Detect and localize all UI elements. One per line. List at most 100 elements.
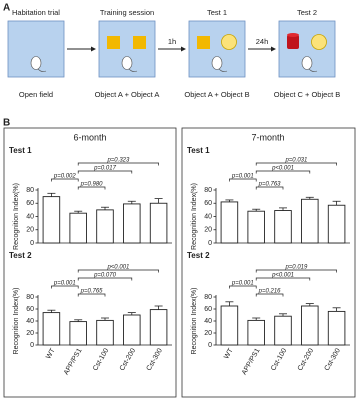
x-tick-label: Cst-300	[146, 347, 164, 372]
y-tick-label: 20	[204, 227, 212, 234]
bar	[123, 203, 141, 244]
x-tick-label: APP/PS1	[241, 347, 262, 376]
mouse-tail	[308, 68, 318, 72]
object-a	[133, 36, 146, 49]
bar	[123, 314, 141, 346]
y-tick-label: 80	[26, 294, 34, 301]
stage-caption: Object A + Object B	[184, 90, 249, 99]
y-axis-label: Recognition Index(%)	[13, 288, 20, 355]
bar	[220, 305, 239, 346]
stage-title: Training session	[100, 8, 154, 17]
y-tick-label: 60	[204, 306, 212, 313]
p-value: p=0.017	[93, 166, 117, 172]
chart-title: Test 1	[9, 146, 32, 155]
y-tick-label: 0	[208, 342, 212, 349]
bar	[247, 210, 265, 244]
significance-bracket	[255, 162, 337, 166]
stage-title: Test 1	[207, 8, 227, 17]
p-value: p=0.323	[106, 158, 130, 164]
bar	[96, 319, 114, 346]
bar	[69, 321, 87, 346]
group-title: 6-month	[73, 132, 106, 142]
y-tick-label: 60	[204, 200, 212, 207]
bar	[327, 310, 346, 346]
p-value: p=0.002	[53, 174, 77, 180]
p-value: p=0.019	[284, 265, 308, 271]
interval: 1h	[168, 37, 176, 46]
p-value: p<0.001	[106, 265, 129, 271]
p-value: p=0.765	[80, 289, 104, 295]
significance-bracket	[51, 178, 79, 182]
p-value: p=0.980	[80, 182, 104, 188]
significance-bracket	[255, 277, 311, 281]
chart-title: Test 2	[9, 251, 32, 260]
y-tick-label: 60	[26, 200, 34, 207]
interval: 24h	[256, 37, 269, 46]
stage-caption: Object A + Object A	[95, 90, 160, 99]
x-tick-label: Cst-100	[270, 347, 288, 372]
y-tick-label: 80	[204, 187, 212, 194]
y-tick-label: 80	[204, 294, 212, 301]
mouse	[211, 56, 223, 70]
y-axis-label: Recognition Index(%)	[191, 183, 198, 250]
y-tick-label: 20	[204, 330, 212, 337]
p-value: p=0.001	[231, 174, 254, 180]
bar	[274, 210, 292, 244]
p-value: p=0.001	[231, 281, 254, 287]
p-value: p<0.001	[271, 166, 294, 172]
x-tick-label: Cst-200	[297, 347, 315, 372]
significance-bracket	[229, 178, 257, 182]
stage-caption: Object C + Object B	[274, 90, 341, 99]
bar	[149, 202, 168, 244]
x-tick-label: WT	[45, 347, 57, 361]
bar	[42, 196, 61, 244]
significance-bracket	[229, 285, 257, 289]
stage-title: Test 2	[297, 8, 317, 17]
mouse-tail	[128, 68, 138, 72]
y-tick-label: 40	[26, 213, 34, 220]
x-tick-label: APP/PS1	[63, 347, 84, 376]
x-tick-label: Cst-200	[119, 347, 137, 372]
y-tick-label: 20	[26, 227, 34, 234]
y-tick-label: 60	[26, 306, 34, 313]
significance-bracket	[255, 293, 284, 297]
mouse	[30, 56, 42, 70]
significance-bracket	[77, 162, 159, 166]
y-tick-label: 40	[204, 213, 212, 220]
object-b	[311, 34, 327, 50]
y-tick-label: 40	[26, 318, 34, 325]
arrow-head	[271, 46, 276, 52]
chart-title: Test 2	[187, 251, 210, 260]
bar	[274, 315, 292, 346]
bar	[220, 201, 239, 244]
significance-bracket	[77, 277, 133, 281]
object-b	[221, 34, 237, 50]
significance-bracket	[77, 293, 106, 297]
significance-bracket	[77, 269, 159, 273]
x-tick-label: WT	[223, 347, 235, 361]
objects	[107, 33, 327, 50]
p-value: p<0.001	[271, 273, 294, 279]
bar	[247, 319, 265, 346]
mouse	[301, 56, 313, 70]
significance-bracket	[255, 269, 337, 273]
p-value: p=0.763	[258, 182, 282, 188]
mouse-tail	[37, 68, 47, 72]
chart-title: Test 1	[187, 146, 210, 155]
significance-bracket	[77, 170, 133, 174]
object-c-top	[287, 33, 299, 37]
bar	[69, 212, 87, 244]
object-a	[197, 36, 210, 49]
p-value: p=0.070	[93, 273, 117, 279]
significance-bracket	[255, 186, 284, 190]
stage-title: Habitation trial	[12, 8, 60, 17]
y-tick-label: 40	[204, 318, 212, 325]
y-tick-label: 0	[208, 240, 212, 247]
y-tick-label: 0	[30, 342, 34, 349]
mouse	[121, 56, 133, 70]
y-axis-label: Recognition Index(%)	[13, 183, 20, 250]
significance-bracket	[51, 285, 79, 289]
arrow-head	[181, 46, 186, 52]
x-tick-label: Cst-100	[92, 347, 110, 372]
arrow-head	[91, 46, 96, 52]
